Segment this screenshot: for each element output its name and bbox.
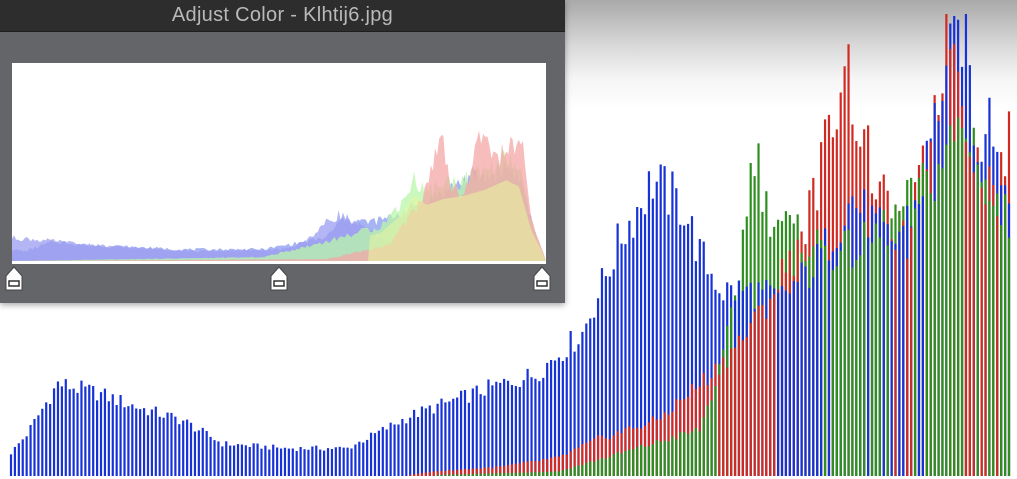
slider-handle-icon (5, 266, 23, 291)
adjust-color-panel: Adjust Color - Klhtij6.jpg (0, 0, 565, 303)
window-titlebar[interactable]: Adjust Color - Klhtij6.jpg (0, 0, 565, 32)
black-point-handle[interactable] (3, 265, 25, 292)
white-point-handle[interactable] (531, 265, 553, 292)
slider-handle-icon (270, 266, 288, 291)
mini-histogram-overlap (12, 180, 546, 261)
slider-handle-icon (533, 266, 551, 291)
levels-slider-track[interactable] (12, 262, 546, 264)
window-title: Adjust Color - Klhtij6.jpg (171, 4, 394, 26)
midtone-handle[interactable] (268, 265, 290, 292)
levels-histogram (12, 63, 546, 263)
levels-histogram-graph (12, 130, 546, 261)
